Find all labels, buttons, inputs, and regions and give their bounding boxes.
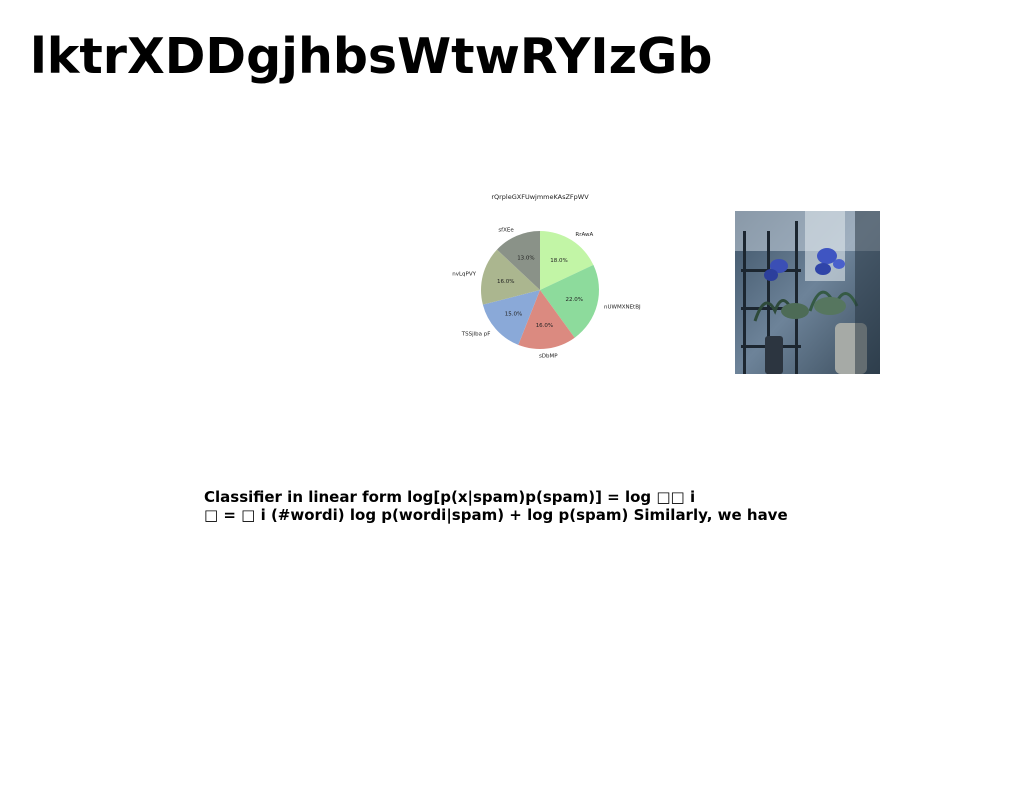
plants-shelf-photo-icon	[735, 211, 880, 374]
pie-value-label-4: 16.0%	[497, 279, 514, 285]
slide-title: lktrXDDgjhbsWtwRYIzGb	[30, 28, 713, 85]
pie-category-label-3: TSSjlba pF	[461, 332, 491, 338]
pie-slice-4	[480, 249, 540, 305]
pie-slice-1	[540, 264, 599, 338]
pie-chart: rQrpleGXFUwjmmeKAsZFpWV 18.0% RrAwA 22.0% n…	[440, 186, 650, 386]
plant-photo	[735, 211, 880, 374]
pie-slice-3	[482, 290, 540, 345]
pie-category-label-4: nvLqPVY	[452, 272, 476, 278]
pie-slice-5	[496, 231, 540, 290]
body-line-2: □ = □ i (#wordi) log p(wordi|spam) + log…	[204, 506, 788, 524]
pie-chart-svg: rQrpleGXFUwjmmeKAsZFpWV 18.0% RrAwA 22.0% n…	[452, 193, 641, 360]
body-line-1: Classifier in linear form log[p(x|spam)p…	[204, 488, 696, 506]
pie-value-label-1: 22.0%	[566, 297, 583, 303]
pie-value-label-2: 16.0%	[536, 323, 553, 329]
pie-value-label-3: 15.0%	[505, 311, 522, 317]
pie-value-label-5: 13.0%	[517, 256, 534, 262]
pie-category-label-2: sDbMP	[539, 354, 558, 360]
pie-category-label-5: sfXEe	[498, 227, 514, 233]
pie-category-label-1: nUWMXNEtBJ	[604, 304, 641, 310]
pie-value-label-0: 18.0%	[550, 258, 567, 264]
pie-slice-0	[540, 231, 594, 290]
pie-slice-2	[518, 290, 575, 350]
pie-chart-title: rQrpleGXFUwjmmeKAsZFpWV	[491, 193, 589, 201]
body-text: Classifier in linear form log[p(x|spam)p…	[204, 488, 884, 524]
pie-category-label-0: RrAwA	[575, 232, 593, 238]
